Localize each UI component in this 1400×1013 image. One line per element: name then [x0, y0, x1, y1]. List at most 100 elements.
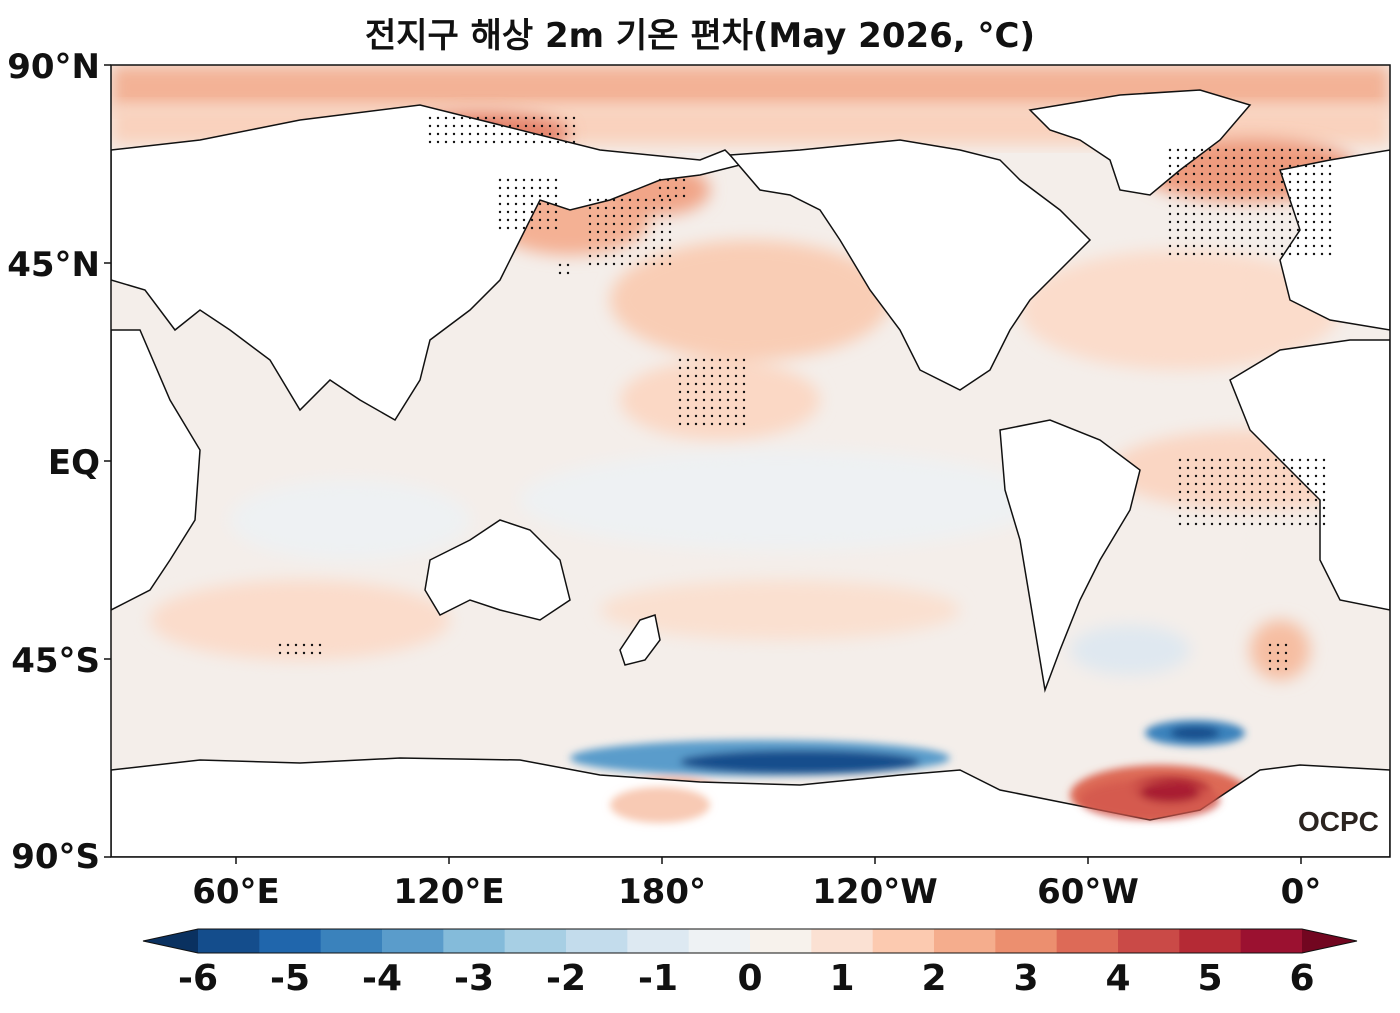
significance-dot — [1290, 466, 1294, 470]
significance-dot — [498, 226, 502, 230]
significance-dot — [1192, 148, 1196, 152]
significance-dot — [1226, 498, 1230, 502]
significance-dot — [1186, 514, 1190, 518]
significance-dot — [1296, 236, 1300, 240]
significance-dot — [726, 382, 730, 386]
significance-dot — [726, 406, 730, 410]
significance-dot — [1320, 188, 1324, 192]
significance-dot — [1176, 196, 1180, 200]
colorbar-label: -2 — [546, 958, 586, 999]
significance-dot — [1264, 236, 1268, 240]
significance-dot — [1298, 498, 1302, 502]
colorbar-label: -6 — [178, 958, 218, 999]
significance-dot — [620, 262, 624, 266]
colorbar-extend-max — [1302, 929, 1357, 953]
significance-dot — [556, 140, 560, 144]
significance-dot — [660, 230, 664, 234]
significance-dot — [538, 202, 542, 206]
significance-dot — [1168, 172, 1172, 176]
significance-dot — [1216, 236, 1220, 240]
significance-dot — [1314, 514, 1318, 518]
significance-dot — [524, 140, 528, 144]
significance-dot — [1288, 172, 1292, 176]
significance-dot — [1232, 196, 1236, 200]
significance-dot — [686, 398, 690, 402]
significance-dot — [612, 262, 616, 266]
significance-dot — [1284, 651, 1288, 655]
colorbar-swatch — [934, 929, 996, 953]
significance-dot — [1312, 172, 1316, 176]
significance-dot — [548, 116, 552, 120]
significance-dot — [572, 140, 576, 144]
colorbar-swatch — [1118, 929, 1180, 953]
significance-dot — [1232, 220, 1236, 224]
significance-dot — [668, 222, 672, 226]
significance-dot — [1290, 458, 1294, 462]
significance-dot — [1224, 236, 1228, 240]
colorbar-label: 1 — [829, 958, 855, 999]
significance-dot — [694, 406, 698, 410]
significance-dot — [1210, 490, 1214, 494]
significance-dot — [1274, 522, 1278, 526]
significance-dot — [428, 116, 432, 120]
significance-dot — [1176, 156, 1180, 160]
significance-dot — [652, 262, 656, 266]
significance-dot — [1248, 212, 1252, 216]
significance-dot — [1184, 172, 1188, 176]
significance-dot — [1306, 474, 1310, 478]
significance-dot — [1184, 148, 1188, 152]
significance-dot — [294, 643, 298, 647]
significance-dot — [1234, 514, 1238, 518]
significance-dot — [1288, 188, 1292, 192]
significance-dot — [546, 186, 550, 190]
significance-dot — [636, 214, 640, 218]
significance-dot — [1208, 212, 1212, 216]
significance-dot — [718, 374, 722, 378]
significance-dot — [1276, 651, 1280, 655]
significance-dot — [492, 124, 496, 128]
significance-dot — [668, 206, 672, 210]
significance-dot — [444, 140, 448, 144]
significance-dot — [1298, 490, 1302, 494]
significance-dot — [1226, 514, 1230, 518]
significance-dot — [1184, 228, 1188, 232]
significance-dot — [1250, 498, 1254, 502]
significance-dot — [318, 651, 322, 655]
significance-dot — [1184, 196, 1188, 200]
significance-dot — [1322, 474, 1326, 478]
significance-dot — [710, 398, 714, 402]
significance-dot — [628, 254, 632, 258]
significance-dot — [548, 140, 552, 144]
significance-dot — [596, 262, 600, 266]
significance-dot — [644, 206, 648, 210]
significance-dot — [310, 643, 314, 647]
significance-dot — [1280, 148, 1284, 152]
colorbar-swatch — [688, 929, 751, 953]
axis-ticks — [104, 64, 1302, 864]
significance-dot — [1304, 148, 1308, 152]
significance-dot — [612, 238, 616, 242]
significance-dot — [1250, 474, 1254, 478]
significance-dot — [1312, 164, 1316, 168]
significance-dot — [1248, 244, 1252, 248]
significance-dot — [1312, 220, 1316, 224]
significance-dot — [652, 230, 656, 234]
significance-dot — [452, 124, 456, 128]
significance-dot — [742, 374, 746, 378]
significance-dot — [1280, 188, 1284, 192]
significance-dot — [538, 194, 542, 198]
significance-dot — [514, 202, 518, 206]
significance-dot — [1256, 244, 1260, 248]
significance-dot — [678, 358, 682, 362]
significance-dot — [1242, 514, 1246, 518]
significance-dot — [1290, 474, 1294, 478]
significance-dot — [1250, 458, 1254, 462]
significance-dot — [1288, 204, 1292, 208]
significance-dot — [1208, 172, 1212, 176]
significance-dot — [1274, 490, 1278, 494]
significance-dot — [1322, 498, 1326, 502]
significance-dot — [596, 254, 600, 258]
significance-dot — [516, 140, 520, 144]
significance-dot — [1240, 252, 1244, 256]
significance-dot — [1304, 180, 1308, 184]
